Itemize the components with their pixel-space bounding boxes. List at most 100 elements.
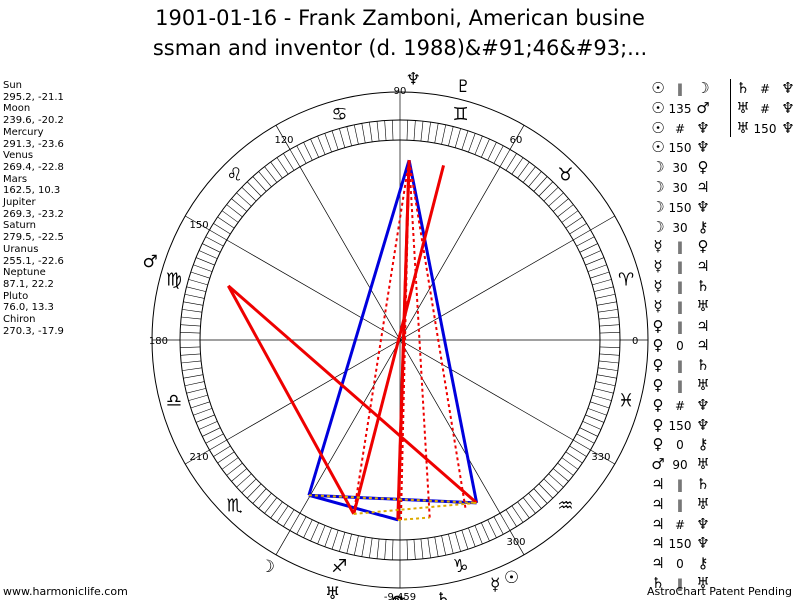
aspect-row: ☽ 30 ⚷ (650, 218, 712, 238)
aspect-planet-glyph: ♃ (696, 257, 710, 276)
sign-divider (509, 530, 525, 555)
degree-tick (392, 539, 394, 560)
degree-tick (585, 414, 605, 423)
planet-coords: 279.5, -22.5 (3, 232, 64, 244)
degree-tick (376, 538, 380, 559)
planet-glyph: ♄ (436, 589, 451, 600)
degree-tick (252, 488, 267, 504)
degree-tick (190, 401, 210, 409)
aspect-planet-glyph: ☿ (653, 276, 663, 295)
planet-coords: 269.3, -23.2 (3, 208, 64, 220)
aspect-symbol: 150 (668, 418, 692, 433)
footer-website[interactable]: www.harmoniclife.com (3, 585, 128, 598)
degree-tick (543, 478, 559, 494)
planet-coords: 295.2, -21.1 (3, 91, 64, 103)
zodiac-sign-glyph: ♐ (331, 556, 347, 577)
aspect-row: ♃ # ♆ (650, 515, 712, 535)
degree-tick (468, 133, 476, 153)
footer-patent-note: AstroChart Patent Pending (646, 585, 792, 598)
aspect-row: ☽ 30 ♃ (650, 178, 712, 198)
aspect-planet-glyph: ♅ (736, 118, 750, 137)
planet-name: Uranus (3, 243, 39, 255)
degree-tick (180, 332, 201, 334)
degree-tick (598, 309, 618, 313)
degree-tick (598, 316, 619, 320)
degree-tick (198, 421, 218, 430)
aspect-symbol: # (674, 517, 686, 532)
aspect-row: ♀ ‖ ♃ (650, 317, 712, 337)
aspect-row: ☽ 150 ♆ (650, 198, 712, 218)
aspect-line (308, 493, 399, 522)
degree-tick (593, 286, 614, 292)
degree-tick (195, 414, 215, 423)
degree-tick (183, 301, 204, 306)
degree-tick (533, 176, 548, 192)
aspect-symbol: ‖ (677, 319, 683, 334)
degree-tick (188, 394, 208, 401)
aspect-row: ♅ # ♆ (735, 99, 797, 119)
degree-tick (576, 433, 595, 444)
aspect-symbol: # (674, 398, 686, 413)
aspect-row: ♅ 150 ♆ (735, 119, 797, 139)
degree-tick (557, 204, 574, 218)
aspect-planet-glyph: ♆ (696, 395, 710, 414)
degree-tick (461, 130, 469, 150)
degree-tick (246, 483, 262, 499)
aspect-planet-glyph: ♀ (652, 395, 664, 414)
degree-tick (593, 388, 614, 394)
planet-position-list: Sun 295.2, -21.1 Moon 239.6, -20.2 Mercu… (3, 80, 64, 337)
zodiac-sign-glyph: ♑ (452, 556, 468, 577)
degree-tick (592, 279, 612, 286)
degree-tick (180, 346, 201, 348)
aspect-row: ☉ 135 ♂ (650, 99, 712, 119)
degree-tick (303, 519, 313, 538)
planet-glyph: ☽ (260, 557, 275, 577)
planet-name: Jupiter (3, 197, 36, 209)
degree-tick (182, 309, 202, 313)
degree-tick (226, 462, 243, 476)
degree-tick (258, 171, 272, 187)
aspect-line (227, 284, 478, 504)
degree-tick (241, 478, 257, 494)
aspect-planet-glyph: ☿ (653, 237, 663, 256)
sign-divider (185, 449, 210, 465)
aspect-line (398, 516, 430, 521)
zodiac-sign-glyph: ♏ (226, 495, 242, 516)
degree-tick (276, 157, 289, 175)
degree-tick (376, 121, 380, 142)
zodiac-sign-glyph: ♊ (452, 104, 468, 125)
planet-name: Sun (3, 80, 23, 91)
degree-label: 60 (510, 135, 523, 146)
aspect-planet-glyph: ♄ (696, 474, 710, 493)
degree-tick (310, 138, 319, 158)
degree-tick (582, 250, 602, 259)
degree-tick (205, 433, 224, 444)
degree-tick (565, 216, 583, 229)
degree-tick (231, 468, 247, 482)
degree-tick (180, 353, 201, 356)
aspect-planet-glyph: ♆ (696, 118, 710, 137)
degree-tick (213, 445, 231, 457)
planet-name: Venus (3, 150, 34, 162)
planet-glyph: ♇ (456, 77, 471, 97)
degree-tick (487, 142, 497, 161)
aspect-symbol: 150 (668, 537, 692, 552)
degree-tick (264, 166, 278, 183)
degree-tick (548, 192, 564, 207)
aspect-symbol: 90 (672, 458, 688, 473)
degree-tick (353, 124, 359, 145)
degree-tick (183, 374, 204, 379)
planet-coords: 270.3, -17.9 (3, 325, 64, 337)
aspect-planet-glyph: ☽ (651, 177, 665, 196)
degree-tick (296, 516, 307, 535)
aspect-planet-glyph: ♆ (781, 79, 795, 97)
degree-tick (317, 135, 326, 155)
degree-tick (505, 153, 517, 171)
degree-tick (543, 186, 559, 202)
degree-tick (217, 451, 235, 464)
degree-tick (538, 483, 554, 499)
aspect-planet-glyph: ☿ (653, 296, 663, 315)
degree-tick (406, 120, 408, 141)
degree-tick (181, 360, 202, 364)
aspect-line (227, 285, 356, 515)
